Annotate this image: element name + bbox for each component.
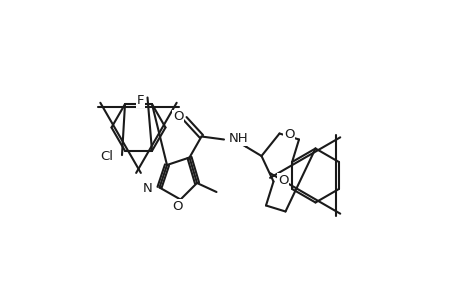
Text: Cl: Cl: [100, 149, 113, 163]
Text: NH: NH: [228, 132, 247, 145]
Text: O: O: [173, 110, 183, 124]
Text: O: O: [172, 200, 182, 213]
Text: N: N: [142, 182, 152, 196]
Text: F: F: [137, 94, 144, 107]
Text: O: O: [277, 174, 288, 187]
Text: O: O: [283, 128, 294, 141]
